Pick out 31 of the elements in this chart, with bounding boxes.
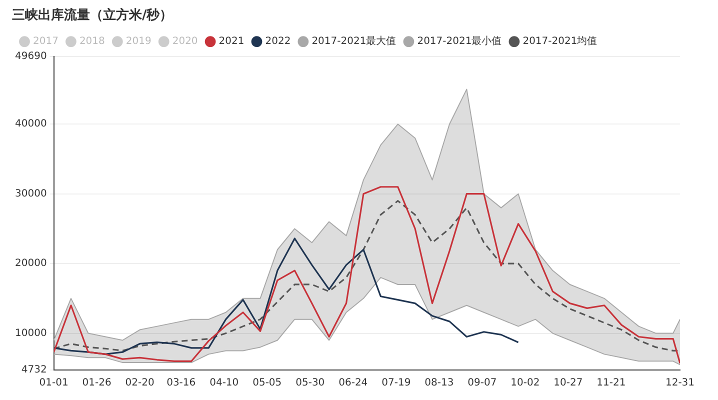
legend-label: 2017-2021最小值 (417, 35, 502, 48)
y-tick-label: 20000 (15, 258, 47, 270)
x-tick-label: 09-07 (468, 378, 497, 389)
chart-title: 三峡出库流量（立方米/秒） (12, 7, 173, 24)
y-tick-label: 40000 (15, 118, 47, 130)
x-tick-label: 10-02 (510, 378, 540, 389)
legend-label: 2017-2021均值 (522, 35, 598, 48)
legend-label: 2022 (265, 36, 291, 48)
legend-label: 2021 (218, 36, 244, 48)
y-tick-label: 49690 (15, 51, 47, 62)
legend-label: 2020 (172, 36, 198, 48)
y-tick-label: 30000 (15, 188, 47, 200)
x-tick-label: 02-20 (125, 378, 154, 389)
x-tick-label: 08-13 (424, 378, 454, 389)
legend-label: 2017 (33, 36, 58, 48)
x-tick-label: 04-10 (210, 378, 239, 389)
legend-label: 2017-2021最大值 (312, 35, 396, 48)
x-tick-label: 01-01 (39, 378, 68, 389)
x-tick-label: 01-26 (82, 378, 112, 389)
y-tick-label: 4732 (21, 364, 47, 376)
legend-label: 2019 (126, 36, 152, 48)
x-tick-label: 10-27 (554, 378, 583, 389)
legend-label: 2018 (79, 36, 105, 48)
x-tick-label: 07-19 (382, 378, 411, 389)
x-tick-label: 06-24 (338, 378, 368, 389)
y-tick-label: 10000 (15, 328, 47, 339)
x-tick-label: 12-31 (665, 378, 695, 389)
x-tick-label: 05-05 (252, 378, 282, 389)
x-tick-label: 03-16 (166, 378, 196, 389)
x-tick-label: 05-30 (296, 378, 325, 389)
x-tick-label: 11-21 (596, 378, 626, 389)
